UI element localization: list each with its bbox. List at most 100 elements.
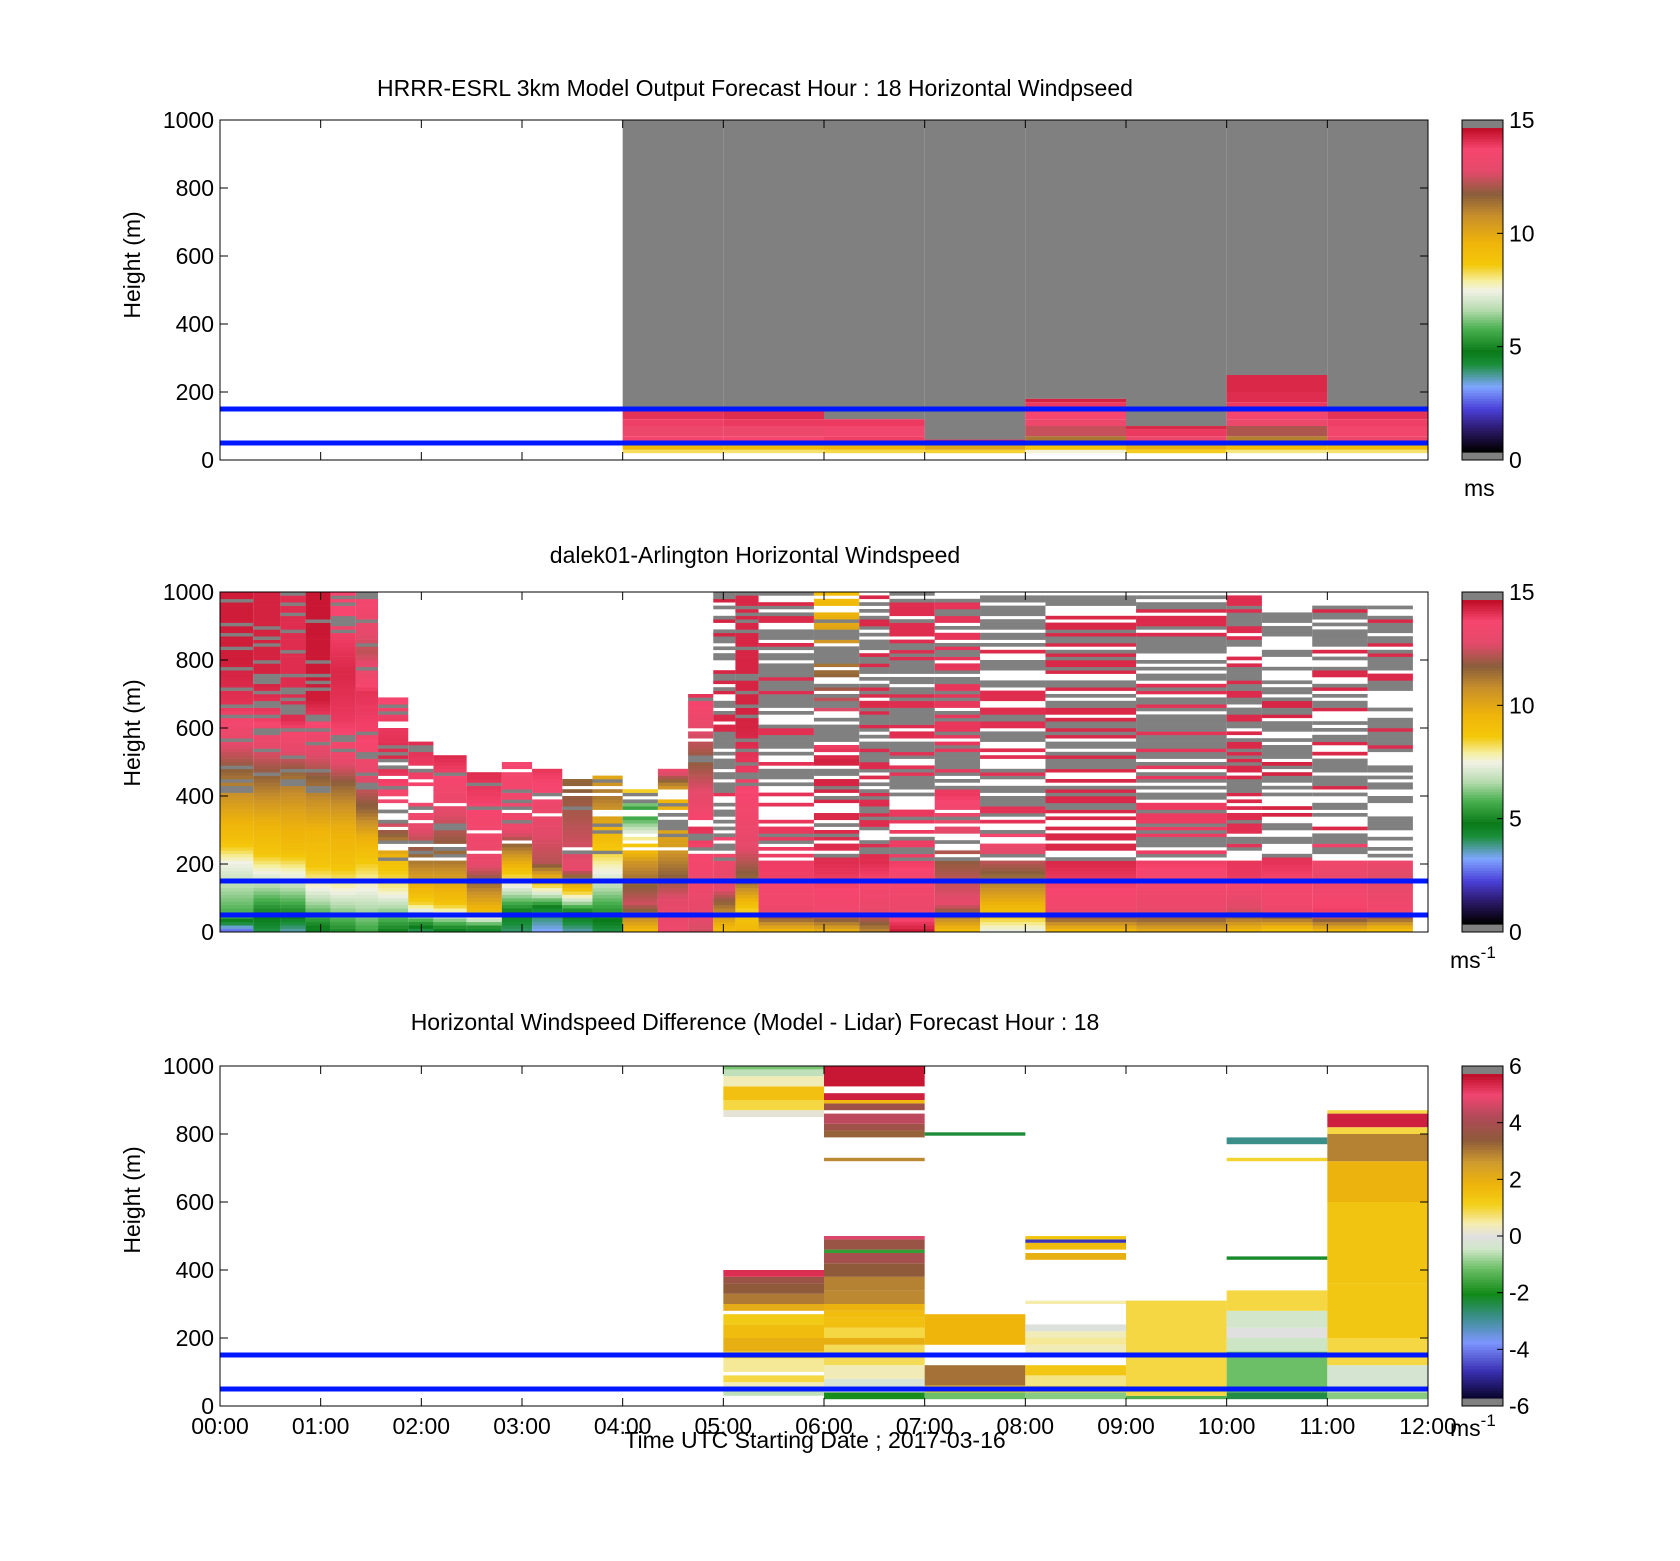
lidar-cell [688, 768, 714, 773]
lidar-cell [220, 602, 254, 606]
lidar-cell [980, 731, 1046, 736]
lidar-cell [220, 775, 254, 780]
lidar-cell [758, 887, 814, 892]
lidar-cell [735, 823, 759, 827]
lidar-cell [813, 904, 860, 909]
lidar-cell [657, 826, 689, 831]
lidar-cell [1226, 860, 1262, 865]
lidar-cell [280, 673, 306, 678]
lidar-cell [433, 799, 467, 804]
lidar-cell [735, 622, 759, 627]
lidar-cell [1136, 677, 1227, 681]
ytick-label: 600 [176, 715, 214, 741]
lidar-cell [305, 796, 331, 800]
lidar-cell [1045, 796, 1137, 800]
lidar-cell [1136, 830, 1227, 834]
lidar-cell [330, 629, 356, 634]
lidar-cell [813, 836, 860, 841]
lidar-cell [1261, 738, 1313, 742]
lidar-cell [758, 772, 814, 776]
lidar-cell [713, 860, 736, 865]
lidar-cell [735, 683, 759, 688]
colorbar-step [1462, 252, 1503, 256]
colorbar-step [1462, 1125, 1503, 1129]
lidar-cell [532, 860, 563, 865]
diff-cell [824, 1066, 925, 1087]
lidar-cell [622, 850, 658, 855]
lidar-cell [688, 741, 714, 746]
lidar-cell [466, 836, 502, 841]
lidar-cell [355, 673, 379, 678]
diff-cell [1025, 1344, 1126, 1355]
lidar-cell [735, 704, 759, 708]
colorbar-step [1462, 799, 1503, 804]
lidar-cell [1312, 884, 1368, 889]
colorbar-step [1462, 203, 1503, 207]
lidar-cell [253, 836, 281, 841]
lidar-cell [408, 802, 434, 807]
lidar-cell [220, 785, 254, 790]
lidar-cell [735, 598, 759, 603]
lidar-cell [466, 799, 502, 804]
lidar-cell [688, 860, 714, 865]
diff-cell [824, 1310, 925, 1318]
lidar-cell [758, 663, 814, 668]
lidar-cell [330, 762, 356, 766]
diff-cell [1226, 1137, 1328, 1145]
lidar-cell [813, 673, 860, 678]
lidar-cell [859, 632, 890, 637]
lidar-cell [280, 891, 306, 895]
diff-cell [1025, 1236, 1126, 1240]
lidar-cell [735, 860, 759, 865]
lidar-cell [355, 755, 379, 759]
lidar-cell [934, 894, 981, 899]
lidar-cell [433, 870, 467, 875]
lidar-cell [1136, 622, 1227, 627]
lidar-cell [735, 673, 759, 678]
model-cell [1025, 419, 1126, 426]
colorbar-step [1462, 1279, 1503, 1283]
lidar-cell [1312, 734, 1368, 739]
lidar-cell [1367, 738, 1413, 742]
lidar-cell [1136, 826, 1227, 831]
lidar-cell [713, 728, 736, 732]
lidar-cell [934, 840, 981, 844]
lidar-cell [532, 792, 563, 797]
lidar-cell [501, 830, 533, 834]
lidar-cell [1367, 731, 1413, 736]
lidar-cell [1261, 823, 1313, 827]
lidar-cell [657, 898, 689, 902]
lidar-cell [1136, 731, 1227, 736]
lidar-cell [355, 779, 379, 783]
lidar-cell [1261, 707, 1313, 712]
lidar-cell [657, 901, 689, 906]
lidar-cell [1261, 724, 1313, 729]
lidar-cell [735, 772, 759, 776]
lidar-cell [501, 799, 533, 804]
lidar-cell [280, 870, 306, 875]
lidar-cell [592, 850, 623, 855]
lidar-cell [220, 745, 254, 749]
lidar-cell [220, 622, 254, 627]
lidar-cell [980, 925, 1046, 929]
lidar-cell [305, 809, 331, 814]
lidar-cell [1261, 612, 1313, 617]
lidar-cell [657, 887, 689, 892]
lidar-cell [305, 816, 331, 821]
colorbar-step [1462, 273, 1503, 278]
lidar-cell [813, 649, 860, 654]
lidar-cell [280, 775, 306, 780]
lidar-cell [934, 751, 981, 756]
lidar-cell [253, 683, 281, 688]
xtick-label: 01:00 [292, 1413, 350, 1439]
lidar-cell [501, 806, 533, 810]
lidar-cell [1045, 870, 1137, 875]
colorbar-step [1462, 241, 1503, 245]
lidar-cell [1312, 741, 1368, 746]
lidar-cell [688, 813, 714, 817]
colorbar-step [1462, 1292, 1503, 1296]
lidar-cell [532, 918, 563, 923]
colorbar-step [1462, 257, 1503, 261]
colorbar-step [1462, 632, 1503, 636]
lidar-cell [1312, 833, 1368, 838]
